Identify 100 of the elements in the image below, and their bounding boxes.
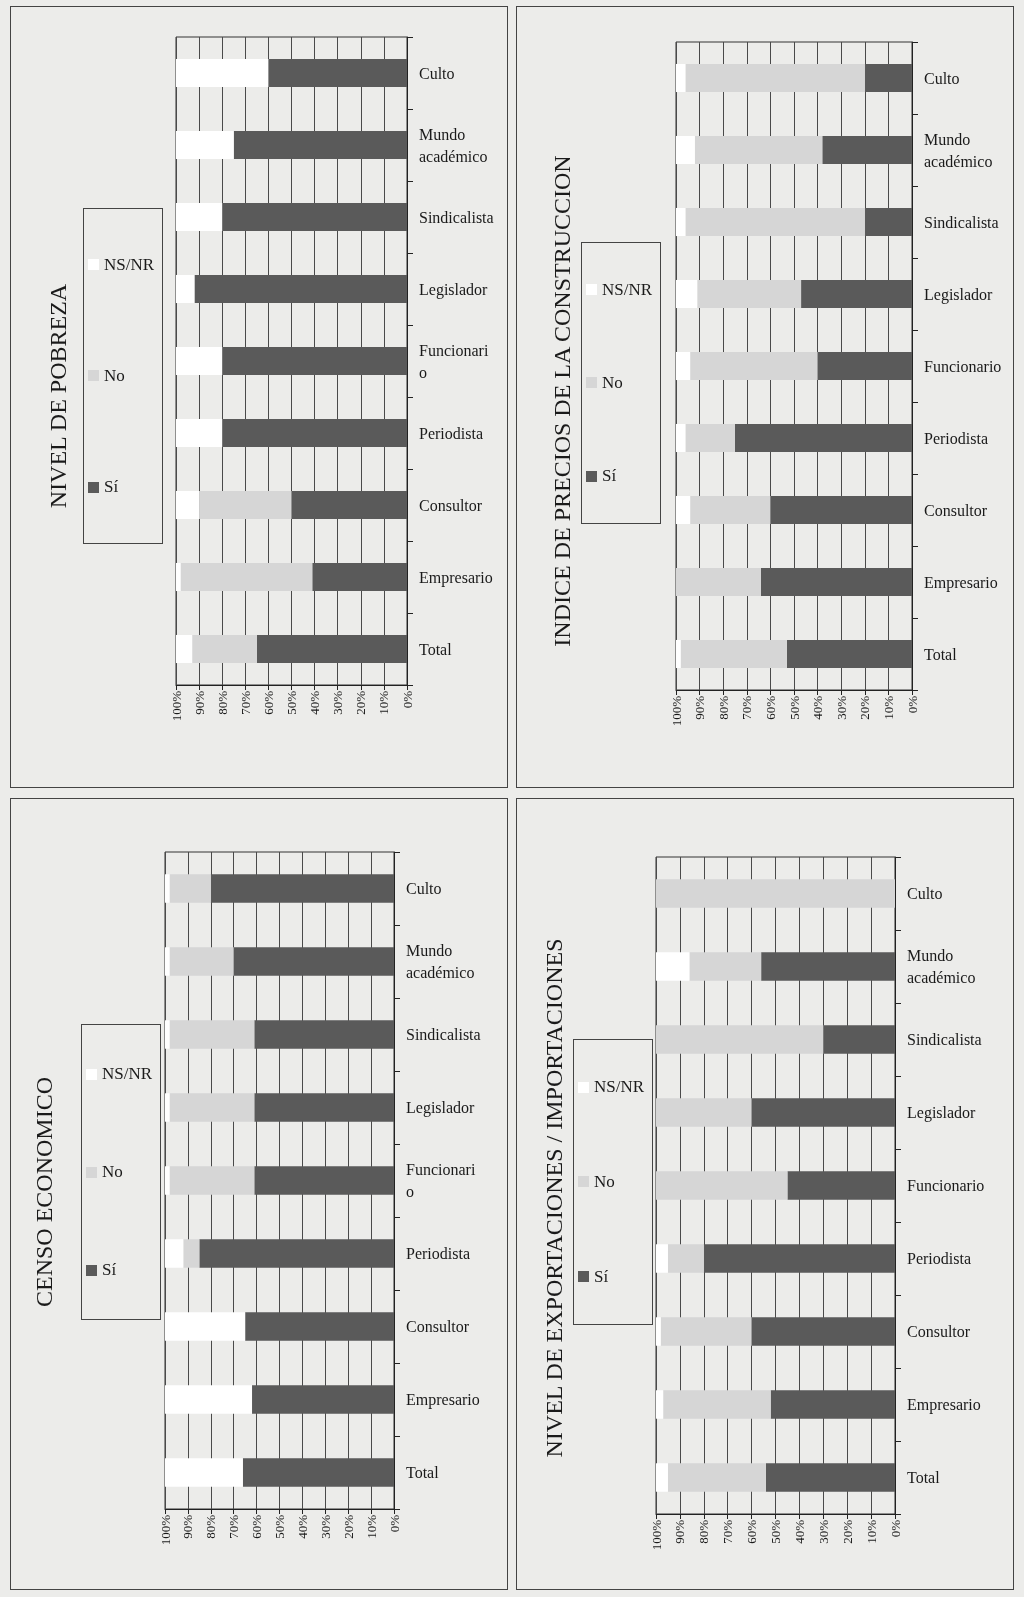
x-tick-label: 100% [668,695,684,727]
bar [770,495,912,525]
x-tick-label: 70% [226,1514,242,1539]
bar [165,1458,243,1487]
x-tick-label: 100% [168,690,184,722]
bar [165,1239,184,1268]
x-tick-label: 90% [672,1519,688,1544]
x-tick-label: 20% [839,1519,855,1544]
bar [176,202,223,232]
x-tick-label: 60% [260,690,276,715]
bar [183,1239,200,1268]
bar [760,567,912,597]
bar [252,1385,394,1414]
y-tick-label: Sindicalista [907,1031,982,1048]
y-tick-label: Total [419,640,453,658]
y-tick-label: Mundo académico [924,130,993,170]
bar [656,1317,661,1346]
bar [761,952,895,981]
y-tick-label: Sindicalista [406,1026,481,1043]
bar [656,1025,824,1054]
bar [176,634,193,664]
y-tick-label: Periodista [907,1250,971,1267]
bar [656,1463,668,1492]
legend-label: NS/NR [602,279,653,300]
x-tick-label: 90% [180,1514,196,1539]
bar [676,567,761,597]
bar [864,207,912,237]
bar [676,351,691,381]
bar [169,1020,255,1049]
bar [676,63,686,93]
bar [864,63,912,93]
bar [169,874,211,903]
bar [222,418,407,448]
bar [245,1312,394,1341]
x-tick-label: 0% [399,690,415,709]
x-tick-label: 20% [857,695,873,720]
text: CENSO ECONOMICO [30,1076,58,1308]
bar [169,947,234,976]
text: INDICE DE PRECIOS DE LA CONSTRUCCION [548,155,576,647]
x-tick-label: 40% [810,695,826,720]
legend-label: Sí [104,477,119,498]
bar [210,874,394,903]
bar [667,1244,704,1273]
y-tick-label: Total [406,1464,440,1481]
y-tick-label: Mundo académico [907,947,976,986]
x-tick-label: 10% [376,690,392,715]
x-tick-label: 10% [880,695,896,720]
x-tick-label: 50% [284,690,299,715]
bar [765,1463,895,1492]
bar [165,947,170,976]
bar [770,1390,895,1419]
x-tick-label: 20% [340,1514,356,1539]
y-tick-label: Sindicalista [419,208,494,226]
bar [222,346,407,376]
bar [822,135,912,165]
y-tick-label: Culto [924,69,960,87]
bar [697,279,802,309]
x-tick-label: 80% [203,1514,219,1539]
y-tick-label: Mundo académico [406,942,475,981]
y-tick-label: Culto [419,64,455,82]
x-tick-label: 70% [720,1519,736,1544]
x-tick-label: 90% [692,695,708,720]
bar [656,1098,752,1127]
bar [690,351,818,381]
y-tick-label: Legislador [907,1104,977,1122]
x-tick-label: 70% [739,695,755,720]
x-tick-label: 20% [353,690,369,715]
bar [676,495,691,525]
x-tick-label: 30% [330,690,346,715]
bar [256,634,407,664]
x-tick-label: 10% [863,1519,879,1544]
x-tick-label: 40% [791,1519,807,1544]
y-tick-label: Mundo académico [419,125,488,165]
x-tick-label: 0% [887,1519,903,1538]
legend-label: No [104,365,125,386]
bar [165,1166,170,1195]
x-tick-label: 60% [744,1519,760,1544]
bar [165,1312,246,1341]
bar [165,1020,170,1049]
bar [817,351,912,381]
bar [660,1317,752,1346]
bar [176,562,181,592]
legend-label: Sí [594,1266,609,1287]
bar [176,346,223,376]
bar [254,1020,394,1049]
bar [199,490,292,520]
x-tick-label: 0% [386,1514,402,1533]
y-tick-label: Legislador [924,285,994,304]
y-tick-label: Legislador [419,280,489,299]
x-tick-label: 40% [294,1514,310,1539]
x-tick-label: 100% [157,1514,173,1546]
x-tick-label: 100% [648,1519,664,1551]
bar [689,952,762,981]
bar [176,274,195,304]
legend-label: No [102,1162,123,1182]
bar [787,1171,895,1200]
bar [703,1244,895,1273]
legend-label: NS/NR [102,1064,153,1084]
y-tick-label: Empresario [419,568,493,587]
bar [233,130,407,160]
